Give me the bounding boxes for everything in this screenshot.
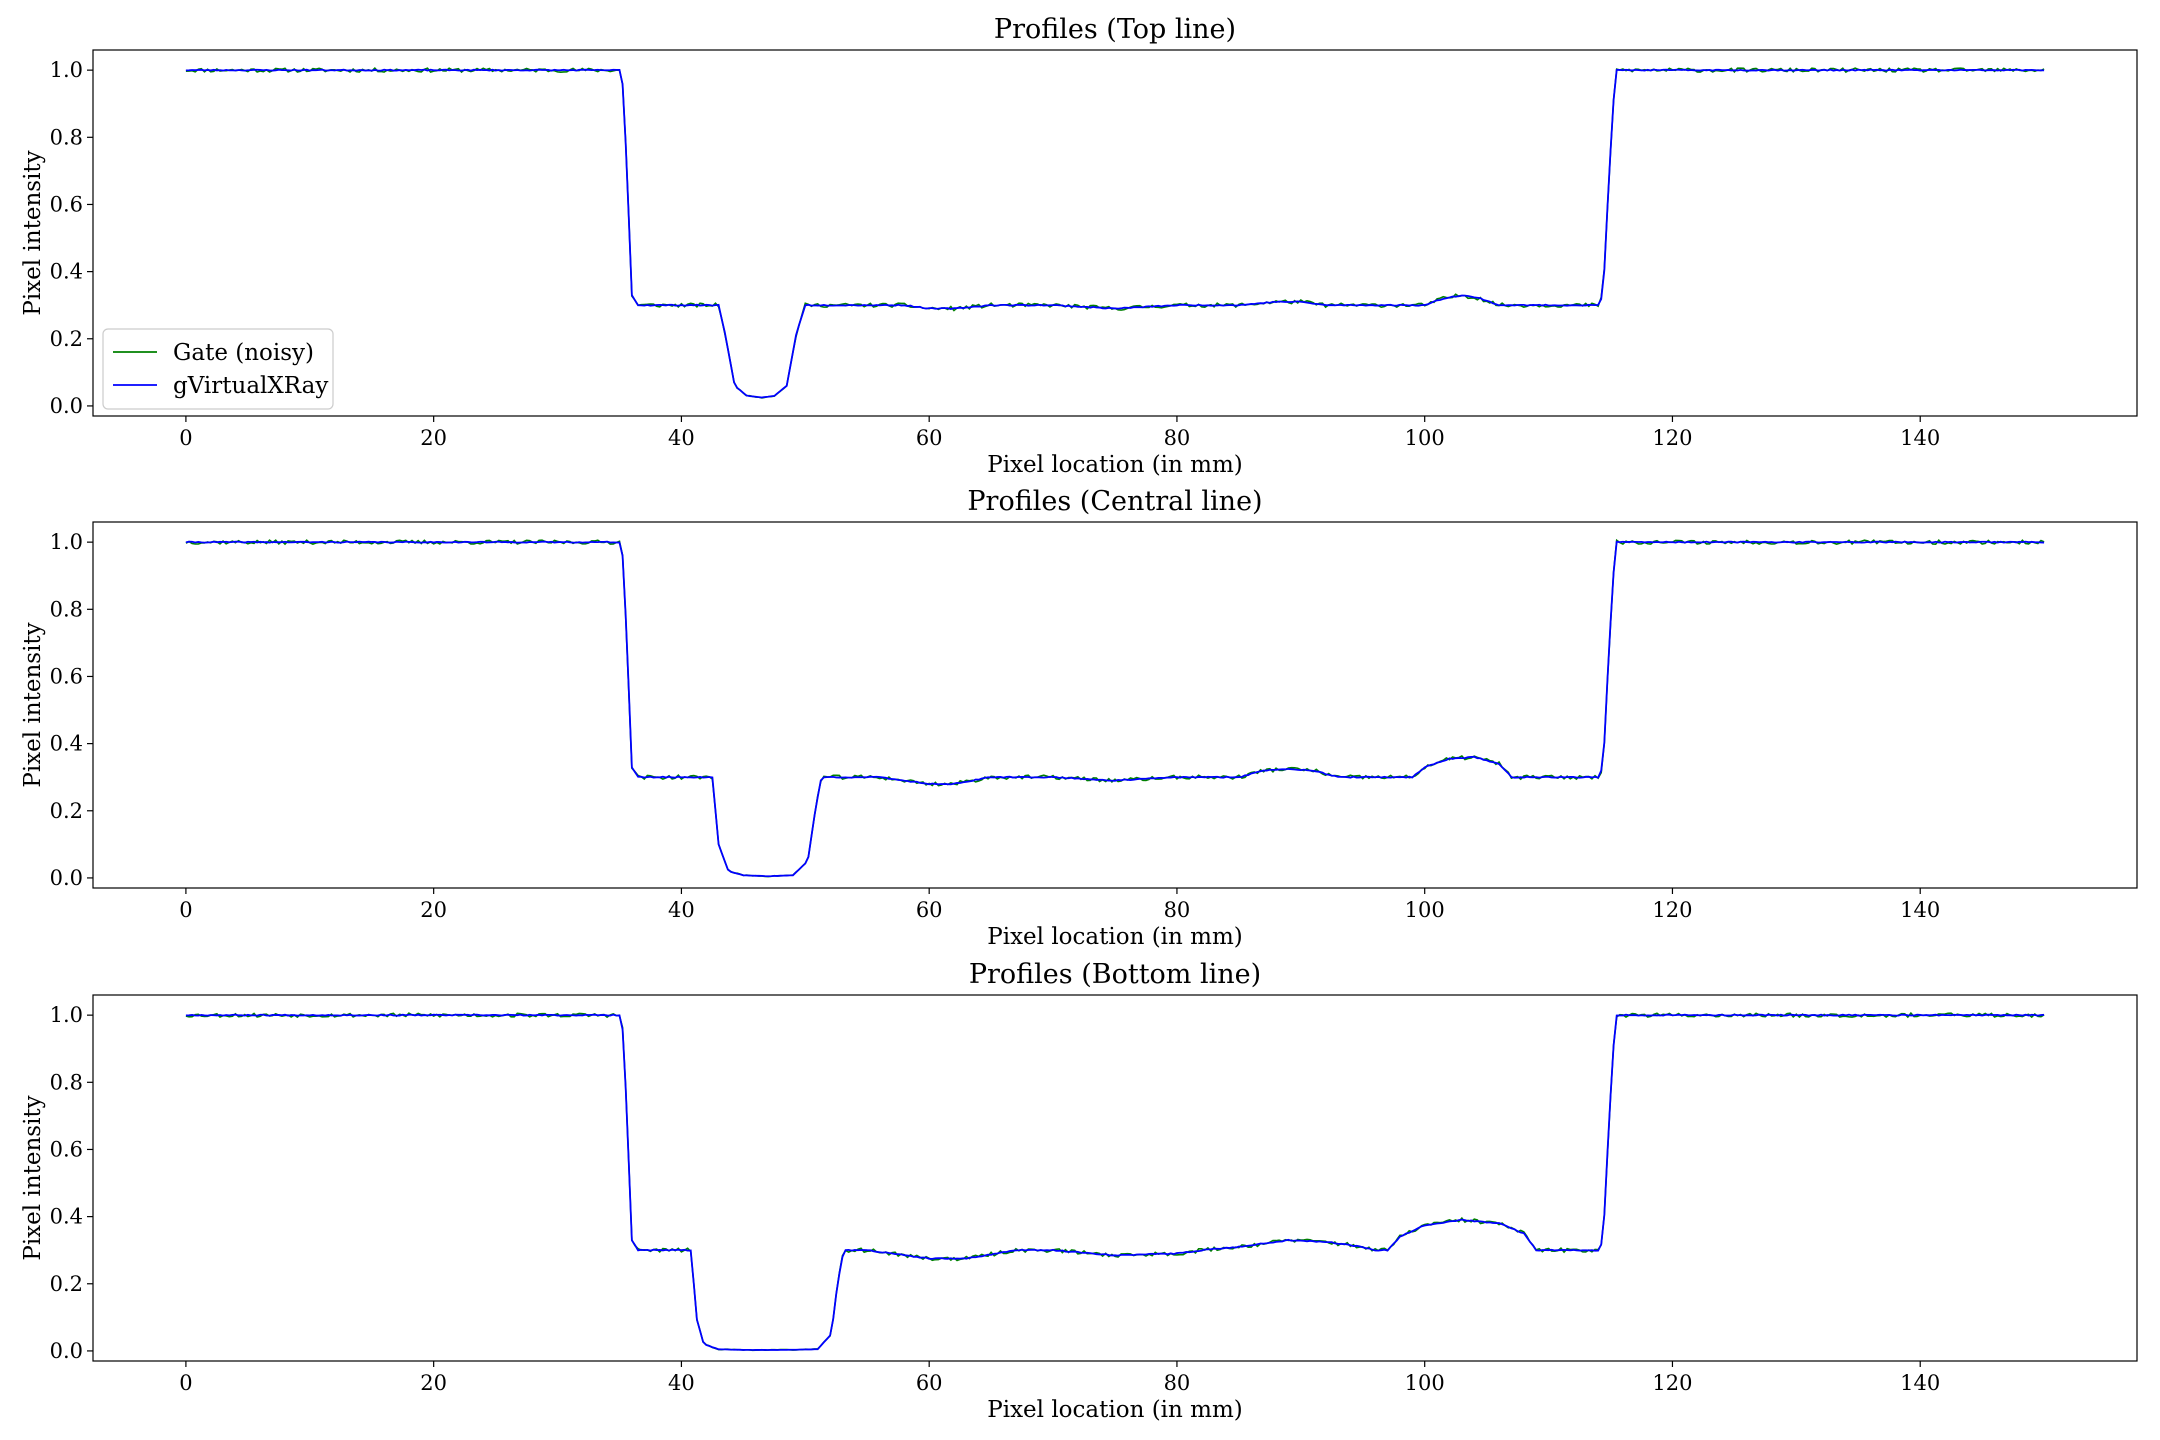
y-tick-label: 1.0 xyxy=(50,1003,83,1027)
x-tick-label: 140 xyxy=(1900,898,1940,922)
series-line-gvirtualxray xyxy=(185,540,2045,878)
x-tick-label: 20 xyxy=(420,426,447,450)
x-tick-label: 80 xyxy=(1164,898,1191,922)
chart-panel-2: Profiles (Central line) 0 20 40 60 80 100 120 14… xyxy=(20,486,2138,950)
axes-frame xyxy=(92,994,2138,1362)
y-tick-label: 1.0 xyxy=(50,58,83,82)
x-tick-label: 120 xyxy=(1652,898,1692,922)
y-tick-label: 0.0 xyxy=(50,394,83,418)
chart-panel-1: Profiles (Top line) 0 20 40 60 80 100 120 140 0.0… xyxy=(20,14,2138,478)
x-tick-label: 120 xyxy=(1652,426,1692,450)
y-tick-label: 0.2 xyxy=(50,327,83,351)
y-tick-label: 0.4 xyxy=(50,260,83,284)
x-axis-label: Pixel location (in mm) xyxy=(987,1397,1243,1423)
x-tick-label: 140 xyxy=(1900,426,1940,450)
x-tick-label: 0 xyxy=(179,1371,192,1395)
x-axis-label: Pixel location (in mm) xyxy=(987,452,1243,478)
legend-label-gvirtualxray: gVirtualXRay xyxy=(173,373,328,399)
x-tick-label: 60 xyxy=(916,426,943,450)
x-tick-label: 60 xyxy=(916,1371,943,1395)
chart-title: Profiles (Top line) xyxy=(994,14,1236,45)
x-tick-label: 120 xyxy=(1652,1371,1692,1395)
x-tick-label: 100 xyxy=(1405,1371,1445,1395)
x-tick-label: 100 xyxy=(1405,426,1445,450)
legend: Gate (noisy) gVirtualXRay xyxy=(102,328,334,410)
y-tick-label: 1.0 xyxy=(50,530,83,554)
x-tick-label: 0 xyxy=(179,898,192,922)
y-tick-label: 0.4 xyxy=(50,1205,83,1229)
x-tick-label: 140 xyxy=(1900,1371,1940,1395)
y-tick-label: 0.8 xyxy=(50,597,83,621)
x-tick-label: 100 xyxy=(1405,898,1445,922)
x-tick-label: 0 xyxy=(179,426,192,450)
series-line-gate-noisy xyxy=(185,1011,2045,1352)
x-tick-label: 40 xyxy=(668,1371,695,1395)
legend-box xyxy=(102,328,334,410)
x-tick-label: 20 xyxy=(420,898,447,922)
axes-frame xyxy=(92,521,2138,889)
x-axis-label: Pixel location (in mm) xyxy=(987,924,1243,950)
y-tick-label: 0.8 xyxy=(50,1070,83,1094)
y-tick-label: 0.8 xyxy=(50,125,83,149)
x-tick-label: 80 xyxy=(1164,1371,1191,1395)
x-tick-label: 80 xyxy=(1164,426,1191,450)
y-axis-label: Pixel intensity xyxy=(20,1095,46,1260)
y-tick-label: 0.6 xyxy=(50,664,83,688)
y-tick-label: 0.0 xyxy=(50,866,83,890)
y-tick-label: 0.0 xyxy=(50,1339,83,1363)
series-line-gate-noisy xyxy=(185,67,2045,399)
axes-frame xyxy=(92,49,2138,417)
x-tick-label: 20 xyxy=(420,1371,447,1395)
legend-label-gate-noisy: Gate (noisy) xyxy=(173,340,314,366)
series-line-gvirtualxray xyxy=(185,68,2045,399)
y-axis-label: Pixel intensity xyxy=(20,150,46,315)
y-tick-label: 0.2 xyxy=(50,799,83,823)
chart-title: Profiles (Central line) xyxy=(967,486,1262,517)
series-line-gate-noisy xyxy=(185,538,2045,878)
chart-panel-3: Profiles (Bottom line) 0 20 40 60 80 100 120 140… xyxy=(20,959,2138,1423)
y-axis-label: Pixel intensity xyxy=(20,622,46,787)
series-line-gvirtualxray xyxy=(185,1013,2045,1351)
y-tick-label: 0.2 xyxy=(50,1272,83,1296)
y-tick-label: 0.6 xyxy=(50,192,83,216)
x-tick-label: 60 xyxy=(916,898,943,922)
x-tick-label: 40 xyxy=(668,426,695,450)
y-tick-label: 0.6 xyxy=(50,1137,83,1161)
chart-title: Profiles (Bottom line) xyxy=(969,959,1261,990)
y-tick-label: 0.4 xyxy=(50,732,83,756)
x-tick-label: 40 xyxy=(668,898,695,922)
